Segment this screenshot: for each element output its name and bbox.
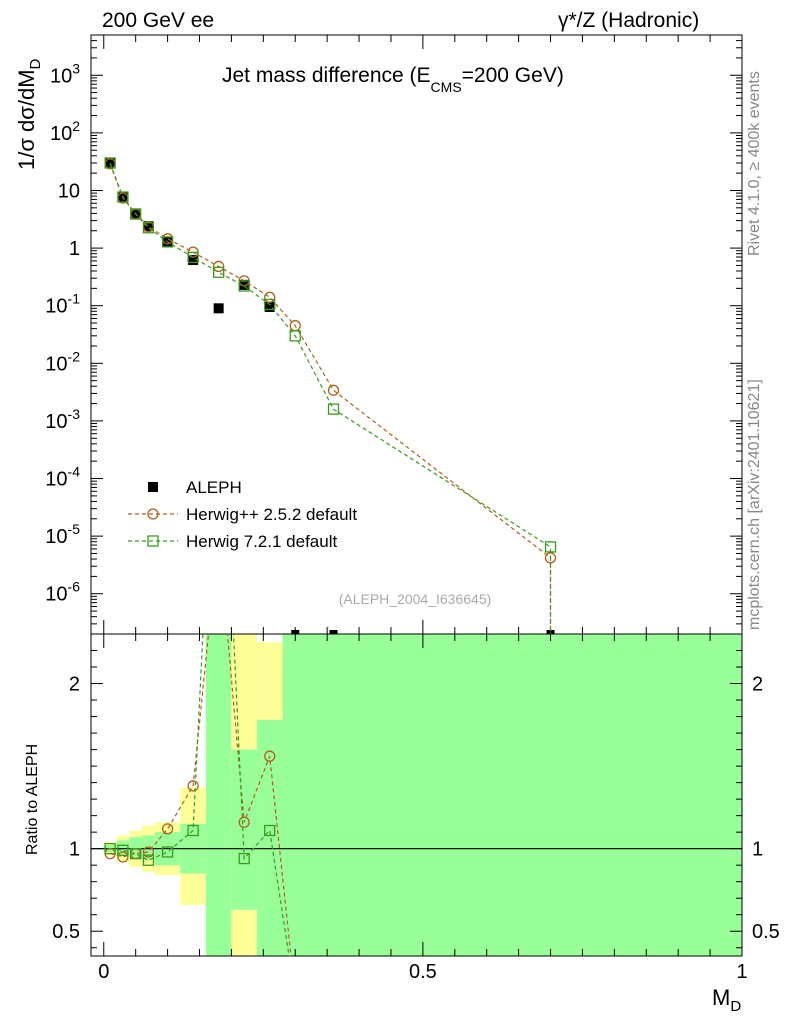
y-tick-label: 10-5 (45, 521, 80, 548)
legend-marker (147, 508, 159, 520)
ratio-y-axis-label: Ratio to ALEPH (24, 744, 41, 855)
analysis-watermark: (ALEPH_2004_I636645) (339, 591, 492, 607)
chart-title: Jet mass difference (ECMS=200 GeV) (222, 64, 564, 95)
y-tick-label: 10-2 (45, 348, 80, 375)
ratio-data-point (238, 816, 250, 828)
ratio-band-inner (308, 634, 742, 956)
y-tick-label: 102 (50, 118, 80, 145)
legend-label: Herwig++ 2.5.2 default (186, 505, 357, 524)
data-point-offscale (329, 630, 338, 634)
data-point (213, 303, 224, 314)
ratio-y-tick-label: 2 (69, 674, 80, 696)
legend-label: ALEPH (186, 478, 242, 497)
ratio-data-point (238, 852, 250, 865)
ratio-y-tick-label-right: 0.5 (752, 921, 780, 943)
data-point-offscale (291, 630, 300, 634)
ratio-y-tick-label: 0.5 (52, 921, 80, 943)
x-tick-label: 0 (98, 961, 109, 983)
ratio-series-line-1 (110, 634, 290, 956)
x-tick-label: 0.5 (409, 961, 437, 983)
data-point (188, 255, 199, 266)
data-point (130, 208, 142, 220)
data-point (143, 221, 154, 232)
ratio-data-point (117, 851, 129, 863)
y-tick-label: 10 (58, 180, 80, 202)
data-point (161, 236, 174, 248)
ratio-data-point (142, 846, 155, 858)
ratio-data-point (130, 847, 142, 860)
ratio-band-inner (205, 634, 232, 956)
data-point (327, 403, 340, 415)
ratio-data-point (142, 854, 155, 866)
ratio-band-inner (231, 749, 257, 910)
legend-label: Herwig 7.2.1 default (186, 532, 337, 551)
data-point (289, 330, 301, 342)
y-tick-label: 1 (69, 238, 80, 260)
data-point (142, 222, 155, 234)
ratio-y-tick-label: 1 (69, 839, 80, 861)
ratio-data-point (117, 844, 129, 856)
y-tick-label: 10-3 (45, 406, 80, 433)
ratio-band-inner (282, 634, 308, 956)
data-point (212, 260, 225, 273)
ratio-data-point (104, 843, 116, 855)
x-tick-label: 1 (736, 961, 747, 983)
series-line-2 (109, 162, 552, 634)
ratio-plot-frame (90, 633, 743, 957)
data-point (117, 191, 129, 203)
y-tick-label: 10-4 (45, 464, 80, 491)
header-left-label: 200 GeV ee (102, 9, 215, 32)
y-tick-label: 10-6 (45, 579, 80, 606)
data-point (264, 301, 275, 312)
y-tick-label: 103 (50, 60, 80, 87)
ratio-data-point (161, 823, 174, 835)
data-point (239, 279, 250, 290)
ratio-y-tick-label-right: 1 (752, 839, 763, 861)
ratio-data-point (264, 824, 276, 837)
data-point (212, 266, 225, 278)
data-point (544, 541, 557, 553)
header-right-label: γ*/Z (Hadronic) (558, 9, 700, 32)
ratio-series-line-0 (109, 634, 292, 956)
ratio-band-inner (142, 835, 155, 861)
data-point (187, 251, 199, 264)
legend-marker (147, 535, 159, 547)
ratio-data-point (161, 846, 174, 858)
data-point-offscale (546, 630, 555, 634)
data-point (238, 280, 250, 292)
y-tick-label: 10-1 (45, 291, 80, 318)
ratio-y-tick-label-right: 2 (752, 674, 763, 696)
data-point (264, 298, 276, 311)
data-point (104, 157, 116, 169)
x-axis-label: MD (712, 985, 741, 1015)
ratio-data-point (187, 780, 199, 792)
ratio-data-point (187, 824, 199, 837)
series-line-1 (109, 163, 552, 634)
ratio-data-point (264, 750, 276, 762)
data-point (264, 291, 276, 303)
y-axis-label: 1/σ dσ/dMD (14, 58, 44, 170)
legend-marker-aleph (148, 482, 158, 492)
data-point (327, 384, 340, 396)
